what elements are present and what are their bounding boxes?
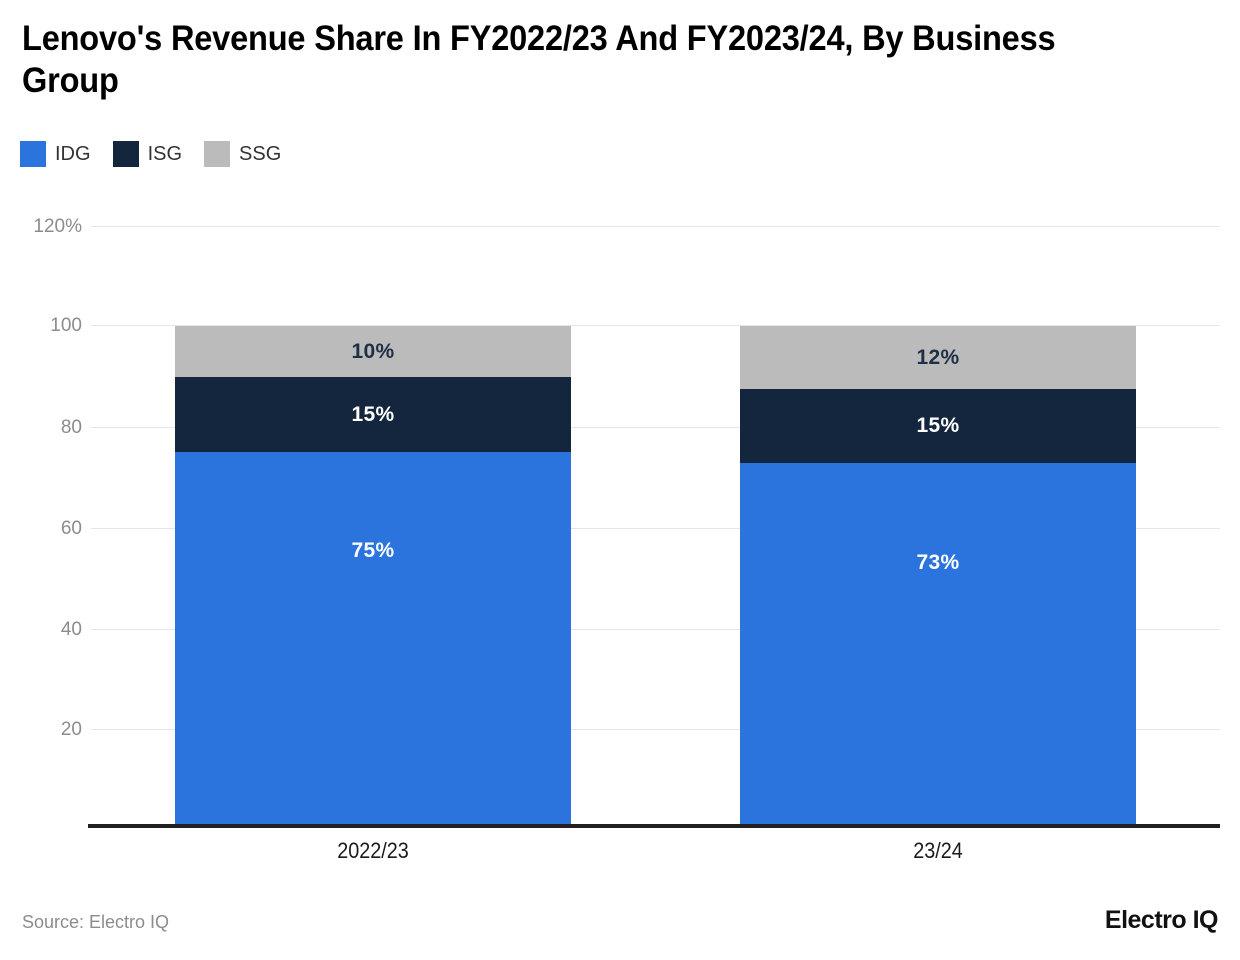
gridline-80 <box>91 427 1220 428</box>
x-axis-line <box>88 824 1220 828</box>
bar-value-label: 75% <box>351 539 395 562</box>
legend-swatch-ssg <box>204 141 231 167</box>
bar-segment-idg-23-24[interactable]: 73% <box>740 463 1136 826</box>
bar-segment-idg-2022-23[interactable]: 75% <box>175 452 571 826</box>
gridline-100 <box>91 325 1220 326</box>
bar-segment-isg-2022-23[interactable]: 15% <box>175 377 571 452</box>
legend-item-ssg[interactable]: SSG <box>204 141 281 167</box>
bar-segment-isg-23-24[interactable]: 15% <box>740 389 1136 463</box>
chart-legend: IDG ISG SSG <box>20 141 303 167</box>
legend-label-idg: IDG <box>55 142 91 165</box>
legend-label-ssg: SSG <box>239 142 282 165</box>
x-axis-tick-2022-23: 2022/23 <box>337 838 409 863</box>
bar-value-label: 12% <box>916 345 960 369</box>
legend-item-isg[interactable]: ISG <box>112 141 183 167</box>
page-title: Lenovo's Revenue Share In FY2022/23 And … <box>22 19 1056 100</box>
y-axis-tick-20: 20 <box>60 719 82 740</box>
bar-value-label: 15% <box>351 402 395 426</box>
y-axis-tick-100: 100 <box>50 315 82 336</box>
gridline-60 <box>91 528 1220 529</box>
brand-logo: Electro IQ <box>1104 906 1219 934</box>
gridline-120 <box>91 226 1220 227</box>
gridline-40 <box>91 629 1220 630</box>
y-axis-tick-120: 120% <box>33 216 82 237</box>
bar-value-label: 73% <box>916 550 960 574</box>
legend-label-isg: ISG <box>147 142 183 165</box>
y-axis-tick-60: 60 <box>60 518 82 539</box>
bar-segment-ssg-2022-23[interactable]: 10% <box>175 326 571 377</box>
source-note: Source: Electro IQ <box>22 912 170 932</box>
legend-swatch-idg <box>20 141 46 167</box>
y-axis-tick-40: 40 <box>60 619 82 640</box>
y-axis-tick-80: 80 <box>60 417 82 438</box>
bar-value-label: 10% <box>351 339 395 363</box>
bar-segment-ssg-23-24[interactable]: 12% <box>740 326 1136 389</box>
gridline-20 <box>91 729 1220 730</box>
legend-swatch-isg <box>112 141 139 167</box>
legend-item-idg[interactable]: IDG <box>20 141 91 167</box>
x-axis-tick-23-24: 23/24 <box>913 838 963 863</box>
bar-value-label: 15% <box>916 414 960 437</box>
